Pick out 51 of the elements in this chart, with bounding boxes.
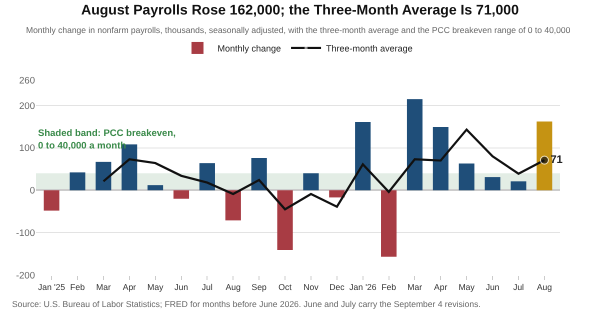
chart-title: August Payrolls Rose 162,000; the Three-Month Average Is 71,000 bbox=[81, 1, 520, 18]
legend-label: Three-month average bbox=[326, 43, 413, 54]
x-tick-label: Jun bbox=[486, 282, 500, 292]
x-tick-label: Jul bbox=[513, 282, 524, 292]
source-note: Source: U.S. Bureau of Labor Statistics; FRED for months before June 2026. June and July carry the September 4 revisions. bbox=[12, 299, 481, 309]
chart-subtitle: Monthly change in nonfarm payrolls, thousands, seasonally adjusted, with the three-month average and the PCC breakeven range of 0 to 40,000 bbox=[26, 25, 571, 35]
x-tick-label: Dec bbox=[329, 282, 346, 292]
x-tick-label: Feb bbox=[70, 282, 86, 292]
bar bbox=[225, 190, 241, 220]
x-tick-label: Jun bbox=[174, 282, 188, 292]
bar bbox=[303, 173, 319, 190]
x-tick-label: Sep bbox=[252, 282, 267, 292]
y-tick-label: 260 bbox=[19, 75, 35, 86]
x-tick-label: Nov bbox=[303, 282, 320, 292]
bar bbox=[173, 190, 190, 199]
bar bbox=[432, 127, 448, 190]
bar bbox=[70, 172, 86, 190]
x-tick-label: Mar bbox=[96, 282, 111, 292]
x-tick-label: Jan '26 bbox=[349, 282, 377, 292]
bar bbox=[484, 177, 500, 190]
y-tick-label: -200 bbox=[16, 270, 35, 282]
bar bbox=[96, 162, 112, 190]
x-tick-label: May bbox=[147, 282, 164, 292]
bar bbox=[355, 122, 371, 190]
x-tick-label: Apr bbox=[434, 282, 448, 292]
x-tick-label: Apr bbox=[122, 282, 136, 292]
y-tick-label: 100 bbox=[19, 143, 35, 154]
x-tick-label: Oct bbox=[278, 282, 292, 292]
bar bbox=[44, 190, 60, 211]
x-tick-label: Feb bbox=[381, 282, 396, 292]
x-tick-label: Jul bbox=[202, 282, 213, 292]
band-label: Shaded band: PCC breakeven, 0 to 40,000 a month bbox=[38, 128, 176, 152]
bar bbox=[251, 158, 267, 190]
bar bbox=[329, 190, 345, 198]
y-tick-label: -100 bbox=[16, 228, 35, 239]
x-tick-label: Aug bbox=[536, 282, 552, 292]
bar bbox=[406, 99, 423, 190]
x-tick-label: Mar bbox=[407, 282, 422, 292]
bar bbox=[199, 163, 215, 190]
bar bbox=[381, 190, 397, 257]
y-tick-label: 200 bbox=[19, 100, 35, 112]
bar bbox=[277, 190, 293, 250]
bar bbox=[148, 185, 164, 190]
x-tick-label: Jan '25 bbox=[38, 282, 66, 292]
x-tick-label: May bbox=[458, 282, 476, 292]
bar bbox=[510, 181, 526, 190]
bar bbox=[458, 164, 474, 190]
legend-label: Monthly change bbox=[218, 43, 282, 54]
x-tick-label: Aug bbox=[226, 282, 241, 292]
y-tick-label: 0 bbox=[30, 186, 35, 197]
bar bbox=[536, 122, 552, 190]
